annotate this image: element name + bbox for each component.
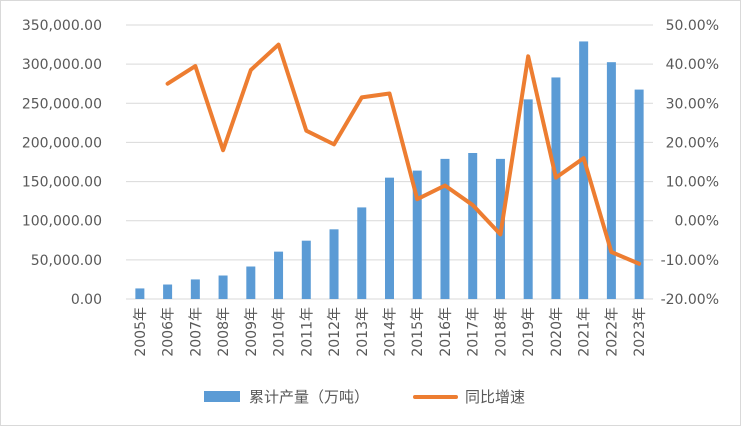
bar — [606, 62, 616, 299]
bar — [523, 99, 533, 299]
bar — [357, 207, 367, 299]
legend-line-label: 同比增速 — [465, 388, 525, 406]
x-axis-tick-label: 2011年 — [299, 307, 315, 357]
bar — [218, 275, 228, 299]
legend-bar-label: 累计产量（万吨） — [249, 388, 369, 406]
left-axis-tick-label: 100,000.00 — [22, 214, 102, 230]
right-axis-tick-label: 30.00% — [666, 96, 719, 112]
x-axis-tick-label: 2009年 — [244, 307, 260, 357]
bar — [329, 229, 339, 299]
right-axis-tick-label: 40.00% — [666, 57, 719, 73]
right-axis-tick-label: -20.00% — [661, 292, 719, 308]
bar — [634, 89, 644, 299]
bar — [412, 170, 422, 299]
x-axis-tick-label: 2008年 — [216, 307, 232, 357]
x-axis-tick-label: 2015年 — [410, 307, 426, 357]
x-axis-tick-label: 2022年 — [604, 307, 620, 357]
x-axis-tick-label: 2014年 — [383, 307, 399, 357]
x-axis-tick-label: 2007年 — [188, 307, 204, 357]
x-axis-tick-label: 2006年 — [161, 307, 177, 357]
x-axis-tick-label: 2010年 — [272, 307, 288, 357]
left-axis-tick-label: 300,000.00 — [22, 57, 102, 73]
left-axis-tick-label: 0.00 — [71, 292, 102, 308]
right-axis-tick-label: -10.00% — [661, 253, 719, 269]
x-axis-tick-label: 2018年 — [493, 307, 509, 357]
x-axis-labels: 2005年 2006年 2007年 2008年 2009年 2010年 2011年 2012年… — [133, 307, 648, 357]
legend: 累计产量（万吨） 同比增速 — [204, 388, 525, 406]
right-axis-labels: -20.00% -10.00% 0.00% 10.00% 20.00% 30.00% 40.… — [661, 18, 719, 308]
bar — [579, 41, 589, 299]
x-axis-tick-label: 2012年 — [327, 307, 343, 357]
bar — [246, 266, 256, 299]
left-axis-tick-label: 250,000.00 — [22, 96, 102, 112]
bar — [274, 251, 284, 299]
left-axis-tick-label: 50,000.00 — [31, 253, 102, 269]
growth-line — [165, 42, 642, 266]
line-series — [165, 42, 642, 266]
x-axis-tick-label: 2005年 — [133, 307, 149, 357]
right-axis-tick-label: 0.00% — [675, 214, 719, 230]
x-axis-tick-label: 2017年 — [466, 307, 482, 357]
x-axis-tick-label: 2023年 — [632, 307, 648, 357]
right-axis-tick-label: 20.00% — [666, 135, 719, 151]
bar — [551, 77, 561, 299]
x-axis-tick-label: 2020年 — [549, 307, 565, 357]
bar — [190, 279, 200, 299]
legend-bar-swatch — [204, 391, 240, 402]
bar — [385, 177, 394, 299]
left-axis-tick-label: 200,000.00 — [22, 135, 102, 151]
bar — [135, 288, 145, 299]
bar — [163, 284, 173, 299]
bar — [301, 240, 311, 299]
left-axis-labels: 0.00 50,000.00 100,000.00 150,000.00 200,000… — [22, 18, 102, 308]
x-axis-tick-label: 2013年 — [355, 307, 371, 357]
x-axis-tick-label: 2021年 — [577, 307, 593, 357]
right-axis-tick-label: 50.00% — [666, 18, 719, 34]
left-axis-tick-label: 350,000.00 — [22, 18, 102, 34]
bar — [468, 152, 478, 299]
x-axis-tick-label: 2016年 — [438, 307, 454, 357]
x-axis-tick-label: 2019年 — [521, 307, 537, 357]
left-axis-tick-label: 150,000.00 — [22, 175, 102, 191]
right-axis-tick-label: 10.00% — [666, 175, 719, 191]
bar — [440, 158, 450, 299]
